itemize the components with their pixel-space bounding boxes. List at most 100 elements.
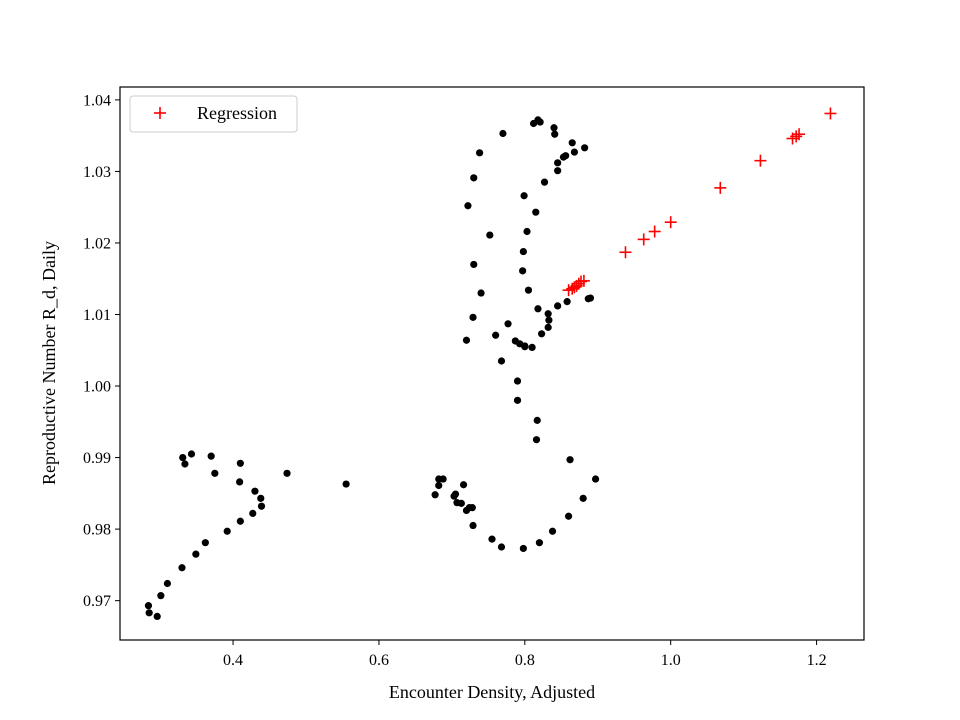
observed-point <box>521 342 529 350</box>
observed-point <box>528 343 536 352</box>
observed-point <box>497 357 506 365</box>
observed-point <box>579 494 587 502</box>
observed-point <box>492 331 500 339</box>
observed-point <box>145 609 153 617</box>
observed-point <box>192 550 200 558</box>
y-tick-label: 0.98 <box>83 522 111 539</box>
data-points <box>144 107 837 620</box>
observed-point <box>519 544 527 553</box>
legend-marker <box>154 107 166 119</box>
observed-point <box>554 302 562 310</box>
x-axis: 0.4 0.6 0.8 1.0 1.2 <box>223 640 827 669</box>
observed-point <box>548 527 557 535</box>
regression-point <box>754 154 767 167</box>
regression-point <box>664 216 677 229</box>
observed-point <box>462 336 471 344</box>
regression-point <box>577 274 590 287</box>
y-tick-label: 1.03 <box>83 164 111 181</box>
y-axis-label: Reproductive Number R_d, Daily <box>39 241 59 485</box>
regression-point <box>619 246 632 259</box>
observed-point <box>223 527 231 535</box>
observed-point <box>257 502 266 510</box>
observed-point <box>536 118 544 126</box>
observed-point <box>435 481 443 490</box>
observed-point <box>532 436 541 444</box>
observed-point <box>477 289 485 297</box>
observed-point <box>431 491 439 499</box>
observed-point <box>523 227 531 236</box>
observed-point <box>562 152 570 160</box>
observed-point <box>157 592 165 600</box>
observed-point <box>519 267 527 275</box>
observed-point <box>144 602 153 610</box>
observed-point <box>538 330 546 338</box>
observed-point <box>497 543 506 551</box>
observed-point <box>439 475 447 483</box>
observed-point <box>566 456 574 464</box>
x-tick-label: 0.8 <box>515 652 535 669</box>
observed-point <box>181 460 189 468</box>
observed-point <box>207 452 215 460</box>
observed-point <box>257 494 265 502</box>
y-axis: 0.97 0.98 0.99 1.00 1.01 1.02 1.03 1.04 <box>83 92 120 610</box>
observed-point <box>236 517 244 525</box>
x-tick-label: 1.0 <box>661 652 681 669</box>
regression-point <box>572 277 585 290</box>
observed-point <box>519 247 527 256</box>
observed-point <box>513 377 522 385</box>
regression-point <box>793 128 806 141</box>
observed-point <box>535 539 544 547</box>
observed-point <box>476 149 484 157</box>
observed-point <box>283 469 291 477</box>
observed-point <box>342 480 350 488</box>
y-tick-label: 0.97 <box>83 593 111 610</box>
regression-point <box>637 233 650 246</box>
observed-point <box>545 316 553 324</box>
regression-point <box>714 181 727 194</box>
observed-point <box>534 305 542 313</box>
observed-point <box>504 320 512 328</box>
observed-point <box>544 323 552 331</box>
observed-point <box>178 564 186 572</box>
y-tick-label: 1.01 <box>83 307 111 324</box>
x-tick-label: 1.2 <box>807 652 827 669</box>
observed-point <box>513 396 522 404</box>
x-tick-label: 0.4 <box>223 652 243 669</box>
observed-point <box>554 159 562 167</box>
regression-point <box>790 130 803 143</box>
observed-point <box>468 504 476 512</box>
x-axis-label: Encounter Density, Adjusted <box>389 682 595 702</box>
observed-point <box>187 450 196 458</box>
observed-point <box>563 298 571 306</box>
x-tick-label: 0.6 <box>369 652 389 669</box>
observed-point <box>568 139 576 147</box>
observed-point <box>236 459 244 467</box>
observed-point <box>499 129 507 138</box>
observed-point <box>469 521 477 530</box>
observed-point <box>179 453 187 462</box>
regression-point <box>648 225 661 238</box>
observed-point <box>544 310 552 318</box>
y-tick-label: 1.02 <box>83 235 111 252</box>
legend-label-regression: Regression <box>197 103 277 123</box>
observed-point <box>163 579 172 588</box>
observed-point <box>201 539 209 547</box>
legend-frame <box>129 95 298 133</box>
observed-point <box>211 469 219 477</box>
observed-point <box>586 294 595 302</box>
y-tick-label: 1.00 <box>83 379 111 396</box>
observed-point <box>532 208 540 216</box>
observed-point <box>451 490 460 498</box>
observed-point <box>551 130 559 138</box>
observed-point <box>470 260 478 269</box>
observed-point <box>524 286 533 294</box>
observed-point <box>570 148 579 156</box>
observed-point <box>540 178 549 186</box>
observed-point <box>581 144 589 152</box>
observed-point <box>564 512 573 520</box>
observed-point <box>520 192 528 200</box>
observed-point <box>554 167 562 175</box>
y-tick-label: 1.04 <box>83 92 111 109</box>
observed-point <box>488 535 496 543</box>
